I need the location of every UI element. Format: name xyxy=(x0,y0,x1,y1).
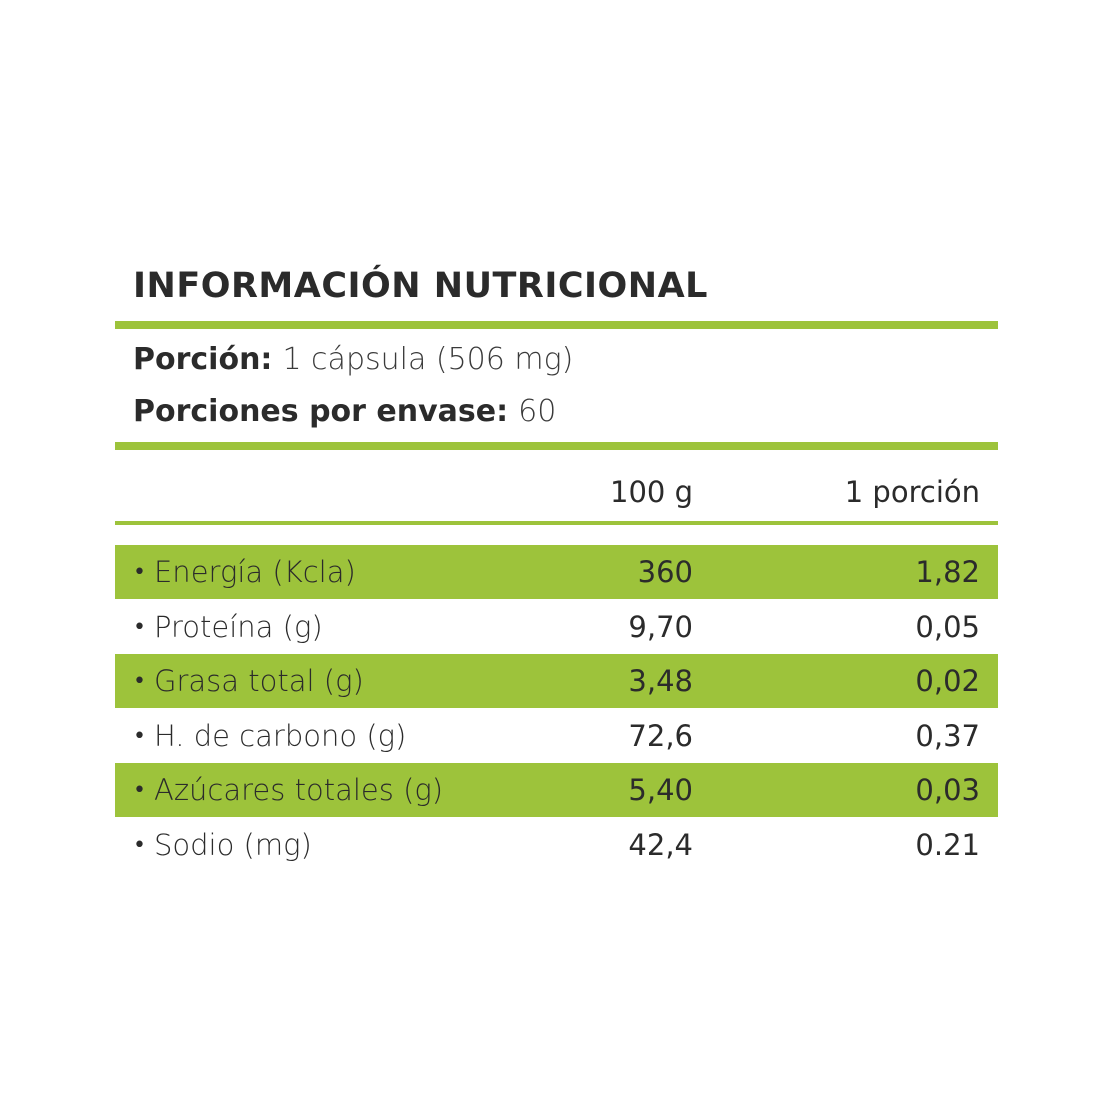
value-100g: 9,70 xyxy=(628,609,693,644)
table-row: Sodio (mg) 42,4 0.21 xyxy=(115,818,998,872)
serving-value: 60 xyxy=(518,394,557,429)
table-row: Grasa total (g) 3,48 0,02 xyxy=(115,654,998,708)
value-portion: 0.21 xyxy=(915,827,980,862)
table-row: Azúcares totales (g) 5,40 0,03 xyxy=(115,763,998,817)
table-row: H. de carbono (g) 72,6 0,37 xyxy=(115,709,998,763)
divider xyxy=(115,442,998,450)
value-100g: 72,6 xyxy=(628,718,693,753)
title: INFORMACIÓN NUTRICIONAL xyxy=(133,266,708,306)
nutrient-name: Proteína (g) xyxy=(133,600,323,654)
nutrient-name: Azúcares totales (g) xyxy=(133,763,443,817)
value-portion: 0,03 xyxy=(915,773,980,807)
value-100g: 360 xyxy=(637,555,693,589)
nutrient-name: H. de carbono (g) xyxy=(133,709,406,763)
value-100g: 3,48 xyxy=(628,664,693,698)
serving-value: 1 cápsula (506 mg) xyxy=(282,342,574,377)
value-portion: 1,82 xyxy=(915,555,980,589)
nutrient-name: Grasa total (g) xyxy=(133,654,364,708)
table-row: Proteína (g) 9,70 0,05 xyxy=(115,600,998,654)
serving-line: Porción: 1 cápsula (506 mg) xyxy=(133,340,573,380)
nutrient-name: Energía (Kcla) xyxy=(133,545,356,599)
column-header: 1 porción xyxy=(844,475,980,509)
nutrient-name: Sodio (mg) xyxy=(133,818,312,872)
serving-line: Porciones por envase: 60 xyxy=(133,392,556,432)
serving-label: Porción: xyxy=(133,342,273,377)
value-portion: 0,37 xyxy=(915,718,980,753)
value-portion: 0,02 xyxy=(915,664,980,698)
value-portion: 0,05 xyxy=(915,609,980,644)
value-100g: 5,40 xyxy=(628,773,693,807)
value-100g: 42,4 xyxy=(628,827,693,862)
table-row: Energía (Kcla) 360 1,82 xyxy=(115,545,998,599)
serving-label: Porciones por envase: xyxy=(133,394,509,429)
divider xyxy=(115,321,998,329)
divider xyxy=(115,521,998,525)
column-header: 100 g xyxy=(610,475,693,509)
